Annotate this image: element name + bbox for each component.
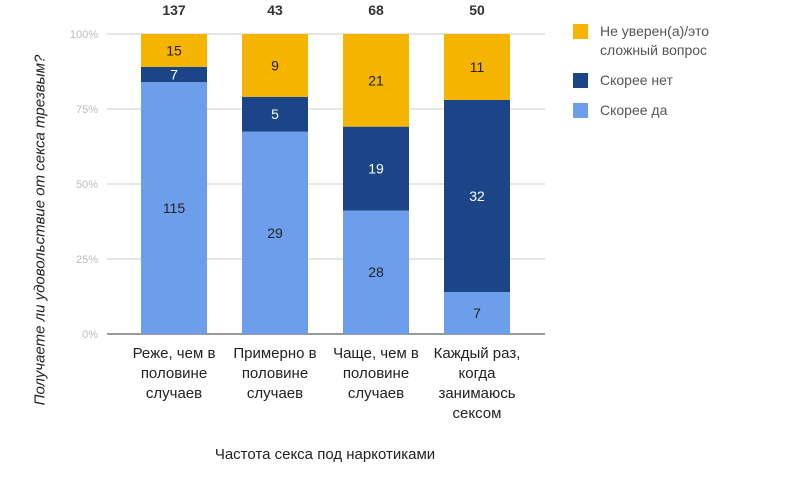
legend-label: Скорее нет [600,72,673,88]
bar-segment [242,34,308,97]
data-label: 19 [368,161,384,177]
x-axis-label: Частота секса под наркотиками [214,446,436,463]
total-label: 68 [368,2,384,18]
y-tick-label: 100% [70,29,98,41]
data-label: 7 [170,67,178,83]
y-axis-label: Получаете ли удовольствие от секса трезв… [31,54,49,406]
data-label: 9 [271,57,279,73]
x-tick-label: Примерно в половине случаев [233,345,317,402]
y-tick-label: 25% [76,254,98,266]
legend-item-unsure: Не уверен(а)/это сложный вопрос [573,22,740,60]
legend-label: Скорее да [600,102,668,118]
data-label: 15 [166,42,182,58]
data-label: 115 [163,200,186,216]
data-label: 11 [470,59,485,75]
legend-item-no: Скорее нет [573,71,740,90]
x-tick-label: Чаще, чем в половине случаев [333,345,419,402]
bar-segment [343,126,409,211]
bar-segment [141,82,207,334]
total-label: 43 [267,2,283,18]
legend-label: Не уверен(а)/это сложный вопрос [600,23,710,58]
y-tick-label: 75% [76,104,98,116]
x-tick-label: Реже, чем в половине случаев [132,345,216,402]
bar-segment [141,66,207,83]
bar-segment [444,292,510,334]
total-label: 50 [469,2,485,18]
bar-segment [242,96,308,132]
legend-swatch [573,103,588,118]
bar-segment [343,34,409,127]
data-label: 28 [368,264,384,280]
bar-segment [242,131,308,334]
bar-segment [444,34,510,100]
bar-segment [444,100,510,292]
legend: Не уверен(а)/это сложный вопрос Скорее н… [573,22,740,131]
legend-swatch [573,24,588,39]
legend-item-yes: Скорее да [573,101,740,120]
y-tick-label: 50% [76,179,98,191]
data-label: 7 [473,305,481,321]
total-label: 137 [162,2,186,18]
legend-swatch [573,73,588,88]
data-label: 5 [271,106,279,122]
bar-segment [343,210,409,334]
data-label: 32 [469,188,485,204]
data-label: 21 [368,72,384,88]
y-tick-label: 0% [82,329,98,341]
data-label: 29 [267,225,283,241]
x-tick-label: Каждый раз, когда занимаюсь сексом [433,345,521,422]
bar-segment [141,34,207,67]
